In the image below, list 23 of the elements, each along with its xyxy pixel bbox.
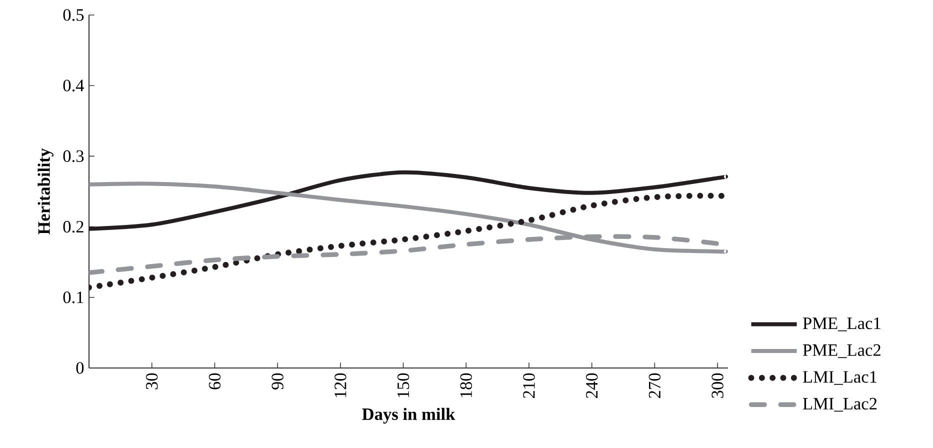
y-tick-label: 0 [76,362,84,374]
x-tick-label: 300 [712,373,724,398]
y-tick-label: 0.4 [63,80,84,92]
legend-label: LMI_Lac1 [802,371,876,385]
x-tick-label: 210 [523,373,535,398]
y-tick-label: 0.1 [63,292,84,304]
x-axis-title: Days in milk [362,408,456,424]
legend-label: LMI_Lac2 [802,398,877,412]
legend-label: PME_Lac2 [802,344,880,358]
x-tick-label: 90 [272,373,284,390]
y-tick-label: 0.3 [63,150,84,162]
y-tick-label: 0.5 [63,9,84,21]
x-tick-label: 30 [146,373,158,390]
x-tick-label: 240 [586,373,598,398]
y-axis-title: Heritability [38,148,54,235]
y-tick-label: 0.2 [63,220,84,233]
x-tick-label: 150 [397,373,410,398]
legend-label: PME_Lac1 [802,318,880,332]
x-tick-label: 120 [334,373,346,398]
x-tick-label: 60 [208,373,221,390]
x-tick-label: 180 [460,373,472,398]
x-tick-label: 270 [648,373,661,398]
line-series [89,170,728,231]
